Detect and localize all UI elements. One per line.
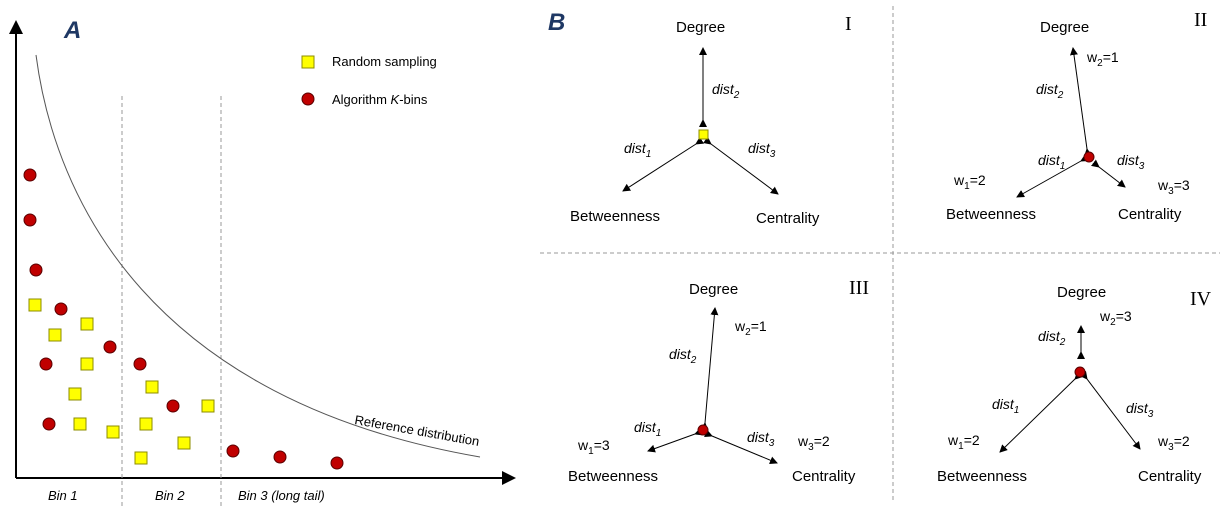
w2-label: w2=1	[1086, 49, 1119, 69]
random-marker	[145, 380, 159, 394]
random-markers	[28, 298, 215, 465]
random-marker	[28, 298, 42, 312]
dist2-label: dist2	[1036, 81, 1064, 101]
dist2-label: dist2	[669, 346, 697, 366]
kbins-marker	[166, 399, 180, 413]
w3-label: w3=3	[1157, 177, 1190, 197]
betweenness-label: Betweenness	[570, 208, 660, 225]
random-marker	[134, 451, 148, 465]
dist1-label: dist1	[634, 419, 661, 439]
betweenness-label: Betweenness	[568, 468, 658, 485]
bin-label-2: Bin 2	[155, 488, 185, 503]
random-marker	[68, 387, 82, 401]
legend-random-marker	[301, 55, 315, 69]
dist1-arrow	[999, 371, 1083, 453]
quadrant-i: I Degree Betweenness Centrality dist2 di…	[570, 13, 852, 227]
kbins-marker	[697, 424, 709, 436]
quadrant-ii: II Degree Betweenness Centrality w2=1 di…	[946, 9, 1207, 223]
kbins-marker	[1083, 151, 1095, 163]
random-marker	[80, 357, 94, 371]
panel-a: A Random sampling Algorithm K-bins Refer…	[9, 17, 516, 508]
kbins-marker	[23, 168, 37, 182]
centrality-label: Centrality	[756, 210, 820, 227]
w2-label: w2=1	[734, 318, 767, 338]
w1-label: w1=2	[947, 432, 980, 452]
panel-b: B I Degree Betweenness Centrality dist2 …	[540, 6, 1220, 500]
roman-numeral: III	[849, 277, 869, 299]
dist2-label: dist2	[1038, 328, 1066, 348]
dist1-label: dist1	[624, 140, 651, 160]
quadrant-iii: III Degree Betweenness Centrality w2=1 d…	[568, 277, 869, 485]
w2-label: w2=3	[1099, 308, 1132, 328]
w1-label: w1=3	[577, 437, 610, 457]
roman-numeral: IV	[1190, 288, 1212, 310]
dist1-label: dist1	[1038, 152, 1065, 172]
dist3-label: dist3	[747, 429, 775, 449]
kbins-markers	[23, 168, 344, 470]
random-marker	[201, 399, 215, 413]
kbins-marker	[330, 456, 344, 470]
kbins-marker	[103, 340, 117, 354]
dist1-label: dist1	[992, 396, 1019, 416]
reference-distribution-curve	[35, 54, 481, 458]
legend-kbins-label: Algorithm K-bins	[332, 92, 428, 107]
degree-label: Degree	[676, 19, 725, 36]
kbins-marker	[226, 444, 240, 458]
random-marker	[106, 425, 120, 439]
w1-label: w1=2	[953, 172, 986, 192]
dist3-arrow	[1079, 371, 1141, 450]
w3-label: w3=2	[1157, 433, 1190, 453]
centrality-label: Centrality	[1138, 468, 1202, 485]
roman-numeral: I	[845, 13, 852, 35]
dist3-label: dist3	[1117, 152, 1145, 172]
dist2-arrow	[700, 307, 719, 431]
dist1-arrow	[1016, 154, 1090, 198]
betweenness-label: Betweenness	[937, 468, 1027, 485]
kbins-marker	[29, 263, 43, 277]
kbins-marker	[23, 213, 37, 227]
kbins-marker	[273, 450, 287, 464]
dist2-arrow	[1069, 47, 1092, 157]
dist2-label: dist2	[712, 81, 740, 101]
bin-label-3: Bin 3 (long tail)	[238, 488, 325, 503]
random-marker	[177, 436, 191, 450]
dist3-label: dist3	[1126, 400, 1154, 420]
dist3-arrow	[1091, 159, 1126, 188]
w3-label: w3=2	[797, 433, 830, 453]
betweenness-label: Betweenness	[946, 206, 1036, 223]
panel-b-label: B	[548, 9, 565, 36]
kbins-marker	[42, 417, 56, 431]
kbins-marker	[133, 357, 147, 371]
quadrant-iv: IV Degree Betweenness Centrality w2=3 di…	[937, 284, 1212, 485]
centrality-label: Centrality	[1118, 206, 1182, 223]
degree-label: Degree	[1040, 19, 1089, 36]
dist3-arrow	[704, 429, 778, 465]
random-marker	[73, 417, 87, 431]
random-sampling-marker	[698, 129, 709, 140]
dist1-arrow	[622, 136, 705, 192]
dist3-label: dist3	[748, 140, 776, 160]
dist1-arrow	[647, 427, 703, 453]
legend-random-label: Random sampling	[332, 54, 437, 69]
random-marker	[48, 328, 62, 342]
degree-label: Degree	[1057, 284, 1106, 301]
kbins-marker	[39, 357, 53, 371]
kbins-marker	[1074, 366, 1086, 378]
kbins-marker	[54, 302, 68, 316]
dist3-arrow	[702, 136, 779, 195]
centrality-label: Centrality	[792, 468, 856, 485]
legend-kbins-marker	[301, 92, 315, 106]
roman-numeral: II	[1194, 9, 1207, 31]
random-marker	[80, 317, 94, 331]
panel-a-label: A	[63, 17, 81, 44]
random-marker	[139, 417, 153, 431]
degree-label: Degree	[689, 281, 738, 298]
bin-label-1: Bin 1	[48, 488, 78, 503]
